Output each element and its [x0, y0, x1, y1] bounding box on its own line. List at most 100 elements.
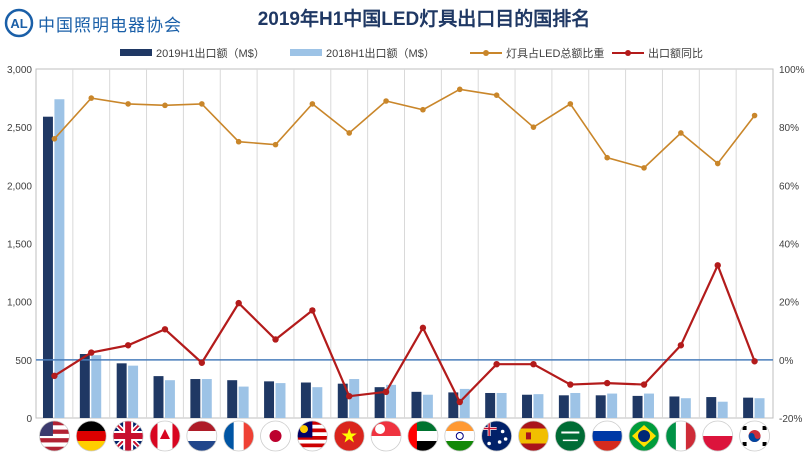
bar-2019h1 — [227, 380, 238, 418]
y-right-tick-label: 80% — [779, 123, 799, 134]
point-yoy-growth — [714, 262, 721, 269]
bar-2019h1 — [374, 387, 385, 418]
point-led-share — [678, 130, 684, 136]
bar-2018h1 — [349, 379, 360, 418]
bar-2018h1 — [164, 380, 175, 418]
y-right-tick-label: -20% — [779, 414, 802, 425]
point-led-share — [493, 92, 500, 98]
bar-2019h1 — [79, 354, 90, 418]
flag-border — [39, 420, 70, 452]
svg-text:AL: AL — [10, 16, 27, 31]
y-left-tick-label: 3,000 — [7, 65, 32, 76]
point-led-share — [530, 124, 537, 130]
bar-2019h1 — [706, 397, 717, 418]
point-yoy-growth — [456, 398, 463, 406]
logo-icon: AL — [4, 8, 34, 38]
flag-icon-ru — [592, 421, 623, 451]
flag-icon-fr — [223, 421, 254, 451]
flag-border — [407, 420, 439, 452]
flag-icon-kr — [739, 421, 770, 451]
point-led-share — [751, 112, 758, 119]
point-led-share — [51, 136, 58, 142]
bar-2018h1 — [422, 394, 433, 418]
bar-2019h1 — [669, 396, 680, 418]
flag-icon-au — [481, 421, 512, 451]
legend-label: 2018H1出口额（M$） — [326, 46, 435, 60]
point-led-share — [199, 101, 205, 107]
point-led-share — [383, 98, 389, 104]
point-led-share — [272, 141, 279, 148]
point-led-share — [641, 165, 647, 171]
bar-2019h1 — [558, 395, 569, 418]
flag-border — [296, 420, 328, 452]
line-yoy-growth — [53, 262, 756, 404]
flag-border — [370, 420, 402, 452]
bar-2019h1 — [337, 383, 348, 418]
logo-text: 中国照明电器协会 — [38, 15, 182, 36]
point-yoy-growth — [382, 388, 390, 396]
point-yoy-growth — [677, 342, 685, 349]
point-led-share — [125, 101, 131, 107]
flag-icon-us — [39, 421, 70, 451]
flag-icon-es — [518, 421, 549, 451]
bar-2018h1 — [128, 365, 139, 418]
legend-label: 2019H1出口额（M$） — [156, 46, 265, 60]
point-yoy-growth — [88, 349, 95, 356]
bar-2019h1 — [632, 395, 643, 418]
flag-border — [665, 420, 697, 452]
legend: 2019H1出口额（M$） 2018H1出口额（M$） 灯具占LED总额比重 出口额同… — [120, 46, 703, 60]
bar-2018h1 — [680, 398, 691, 418]
bar-2018h1 — [275, 383, 286, 418]
legend-swatch — [290, 49, 322, 56]
flag-border — [628, 420, 660, 452]
flag-icon-ca — [149, 421, 180, 451]
point-yoy-growth — [51, 372, 58, 380]
point-led-share — [162, 102, 168, 109]
bar-2018h1 — [459, 388, 470, 418]
bar-2018h1 — [312, 387, 323, 418]
bar-2018h1 — [91, 355, 102, 418]
bar-2018h1 — [533, 394, 544, 418]
flag-icon-in — [444, 421, 475, 451]
point-led-share — [456, 86, 463, 93]
bar-2018h1 — [607, 393, 618, 418]
y-right-tick-label: 60% — [779, 181, 799, 192]
flag-border — [112, 420, 144, 452]
bar-2019h1 — [116, 363, 127, 418]
point-yoy-growth — [640, 381, 648, 388]
point-led-share — [309, 101, 316, 107]
y-right-tick-label: 20% — [779, 298, 799, 309]
bar-2019h1 — [300, 382, 311, 418]
legend-label: 灯具占LED总额比重 — [506, 46, 604, 60]
bar-2018h1 — [238, 386, 249, 418]
flag-icon-vn — [334, 421, 365, 451]
point-led-share — [567, 101, 574, 107]
flag-border — [260, 420, 291, 452]
legend-swatch — [120, 49, 152, 56]
flag-border — [518, 420, 549, 452]
point-led-share — [420, 106, 426, 113]
point-yoy-growth — [309, 307, 316, 314]
flag-border — [149, 420, 181, 452]
y-left-tick-label: 1,500 — [7, 240, 32, 251]
bar-2019h1 — [743, 397, 754, 418]
legend-marker — [625, 50, 631, 56]
flag-border — [739, 420, 770, 452]
bar-2019h1 — [485, 392, 496, 418]
point-led-share — [88, 95, 95, 101]
point-yoy-growth — [346, 392, 353, 400]
y-right-tick-label: 40% — [779, 240, 799, 251]
bar-2019h1 — [42, 116, 53, 419]
point-led-share — [235, 138, 242, 145]
flag-icon-gb — [113, 421, 144, 451]
bar-2019h1 — [522, 394, 532, 418]
point-yoy-growth — [419, 324, 427, 332]
flag-icon-de — [76, 421, 107, 451]
point-yoy-growth — [530, 360, 537, 368]
legend-marker — [483, 50, 489, 56]
bar-2019h1 — [595, 395, 606, 418]
flag-icon-it — [665, 421, 696, 451]
chart-title: 2019年H1中国LED灯具出口目的国排名 — [257, 9, 591, 30]
point-led-share — [714, 160, 721, 167]
